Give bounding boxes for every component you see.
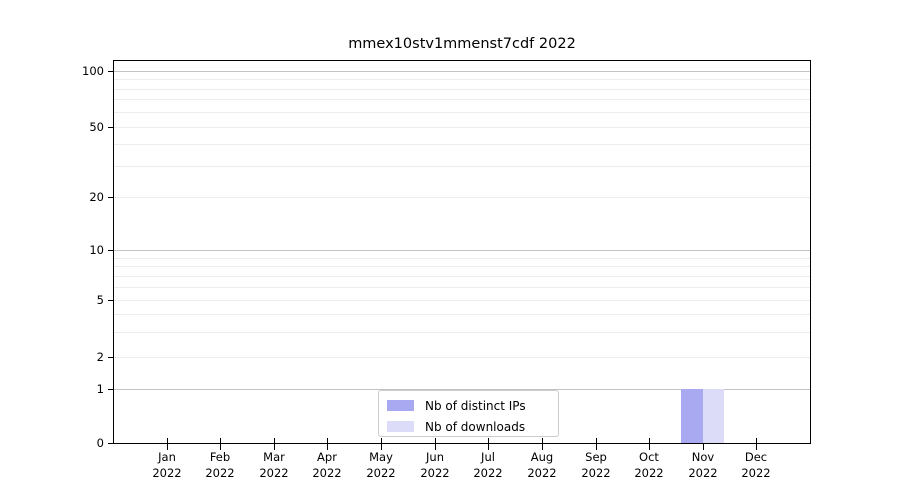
legend: Nb of distinct IPs Nb of downloads — [378, 390, 559, 437]
x-tick-mark — [488, 438, 489, 450]
legend-row: Nb of downloads — [387, 418, 550, 435]
y-tick-label: 10 — [89, 243, 104, 257]
x-tick-mark — [596, 438, 597, 450]
gridline-minor — [114, 300, 810, 301]
gridline-minor — [114, 258, 810, 259]
gridline-minor — [114, 89, 810, 90]
x-tick-label: Aug 2022 — [527, 450, 557, 480]
gridline-minor — [114, 144, 810, 145]
y-tick-label: 20 — [89, 190, 104, 204]
legend-label: Nb of distinct IPs — [425, 398, 526, 413]
gridline-minor — [114, 287, 810, 288]
y-tick-mark — [108, 71, 113, 72]
x-tick-label: Sep 2022 — [581, 450, 611, 480]
chart-title: mmex10stv1mmenst7cdf 2022 — [348, 36, 576, 52]
gridline-major — [114, 389, 810, 390]
y-tick-label: 2 — [96, 350, 104, 364]
bar-nb-of-downloads-nov — [702, 388, 725, 443]
gridline-minor — [114, 197, 810, 198]
legend-swatch-icon — [387, 421, 414, 432]
legend-swatch-icon — [387, 400, 414, 411]
x-tick-mark — [167, 438, 168, 450]
gridline-minor — [114, 332, 810, 333]
x-tick-label: Feb 2022 — [205, 450, 235, 480]
y-tick-label: 5 — [96, 293, 104, 307]
gridline-minor — [114, 127, 810, 128]
x-tick-label: Apr 2022 — [312, 450, 342, 480]
y-tick-label: 1 — [96, 382, 104, 396]
gridline-minor — [114, 357, 810, 358]
y-tick-mark — [108, 127, 113, 128]
x-tick-mark — [435, 438, 436, 450]
x-tick-label: Jun 2022 — [420, 450, 450, 480]
x-tick-mark — [274, 438, 275, 450]
x-tick-label: Jul 2022 — [473, 450, 503, 480]
y-tick-mark — [108, 197, 113, 198]
x-tick-mark — [649, 438, 650, 450]
y-tick-label: 100 — [82, 64, 104, 78]
y-tick-mark — [108, 357, 113, 358]
x-tick-mark — [327, 438, 328, 450]
x-tick-label: Dec 2022 — [741, 450, 771, 480]
x-tick-label: Mar 2022 — [259, 450, 289, 480]
y-tick-label: 0 — [96, 436, 104, 450]
x-tick-mark — [703, 438, 704, 450]
gridline-minor — [114, 79, 810, 80]
x-tick-mark — [381, 438, 382, 450]
gridline-minor — [114, 166, 810, 167]
plot-area — [113, 60, 811, 444]
y-tick-mark — [108, 250, 113, 251]
y-tick-mark — [108, 389, 113, 390]
gridline-minor — [114, 314, 810, 315]
x-tick-label: Jan 2022 — [152, 450, 182, 480]
gridline-minor — [114, 112, 810, 113]
gridline-major — [114, 250, 810, 251]
gridline-major — [114, 71, 810, 72]
x-tick-label: May 2022 — [366, 450, 396, 480]
x-tick-label: Nov 2022 — [688, 450, 718, 480]
x-tick-mark — [756, 438, 757, 450]
y-tick-mark — [108, 443, 113, 444]
x-tick-label: Oct 2022 — [634, 450, 664, 480]
gridline-minor — [114, 266, 810, 267]
x-tick-mark — [220, 438, 221, 450]
y-tick-mark — [108, 300, 113, 301]
y-tick-label: 50 — [89, 120, 104, 134]
legend-row: Nb of distinct IPs — [387, 397, 550, 414]
gridline-minor — [114, 276, 810, 277]
x-tick-mark — [542, 438, 543, 450]
bar-nb-of-distinct-ips-nov — [681, 388, 703, 443]
gridline-minor — [114, 99, 810, 100]
legend-label: Nb of downloads — [425, 419, 526, 434]
